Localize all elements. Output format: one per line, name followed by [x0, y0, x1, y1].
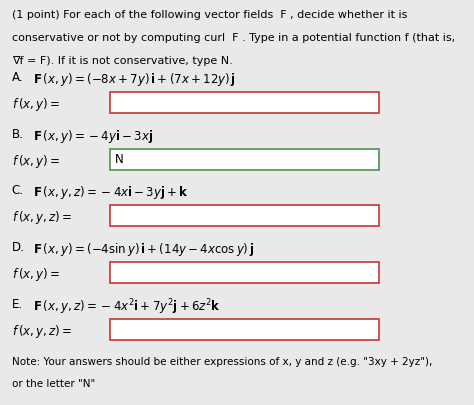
Text: $\mathbf{F}\,(x,y,z)=-4x\mathbf{i}-3y\mathbf{j}+\mathbf{k}$: $\mathbf{F}\,(x,y,z)=-4x\mathbf{i}-3y\ma… [33, 184, 189, 201]
Text: $f\,(x,y)=$: $f\,(x,y)=$ [12, 266, 60, 283]
Text: $\mathbf{F}\,(x,y)=-4y\mathbf{i}-3x\mathbf{j}$: $\mathbf{F}\,(x,y)=-4y\mathbf{i}-3x\math… [33, 128, 153, 145]
Text: ∇f = F). If it is not conservative, type N.: ∇f = F). If it is not conservative, type… [12, 56, 232, 66]
FancyBboxPatch shape [110, 92, 380, 113]
FancyBboxPatch shape [110, 205, 380, 226]
Text: A.: A. [12, 71, 23, 84]
Text: B.: B. [12, 128, 24, 141]
Text: conservative or not by computing curl  F . Type in a potential function f (that : conservative or not by computing curl F … [12, 33, 455, 43]
Text: $\mathbf{F}\,(x,y,z)=-4x^2\mathbf{i}+7y^2\mathbf{j}+6z^2\mathbf{k}$: $\mathbf{F}\,(x,y,z)=-4x^2\mathbf{i}+7y^… [33, 298, 221, 317]
Text: $f\,(x,y)=$: $f\,(x,y)=$ [12, 96, 60, 113]
Text: $f\,(x,y)=$: $f\,(x,y)=$ [12, 153, 60, 170]
Text: Note: Your answers should be either expressions of x, y and z (e.g. "3xy + 2yz"): Note: Your answers should be either expr… [12, 357, 432, 367]
Text: $\mathbf{F}\,(x,y)=(-4\sin y)\,\mathbf{i}+(14y-4x\cos y)\,\mathbf{j}$: $\mathbf{F}\,(x,y)=(-4\sin y)\,\mathbf{i… [33, 241, 255, 258]
Text: $f\,(x,y,z)=$: $f\,(x,y,z)=$ [12, 323, 72, 340]
Text: E.: E. [12, 298, 23, 311]
Text: or the letter "N": or the letter "N" [12, 379, 95, 390]
FancyBboxPatch shape [110, 319, 380, 340]
Text: (1 point) For each of the following vector fields  F , decide whether it is: (1 point) For each of the following vect… [12, 10, 407, 20]
Text: N: N [115, 153, 124, 166]
FancyBboxPatch shape [110, 149, 380, 170]
Text: $\mathbf{F}\,(x,y)=(-8x+7y)\,\mathbf{i}+(7x+12y)\,\mathbf{j}$: $\mathbf{F}\,(x,y)=(-8x+7y)\,\mathbf{i}+… [33, 71, 236, 88]
FancyBboxPatch shape [110, 262, 380, 283]
Text: C.: C. [12, 184, 24, 197]
Text: $f\,(x,y,z)=$: $f\,(x,y,z)=$ [12, 209, 72, 226]
Text: D.: D. [12, 241, 25, 254]
